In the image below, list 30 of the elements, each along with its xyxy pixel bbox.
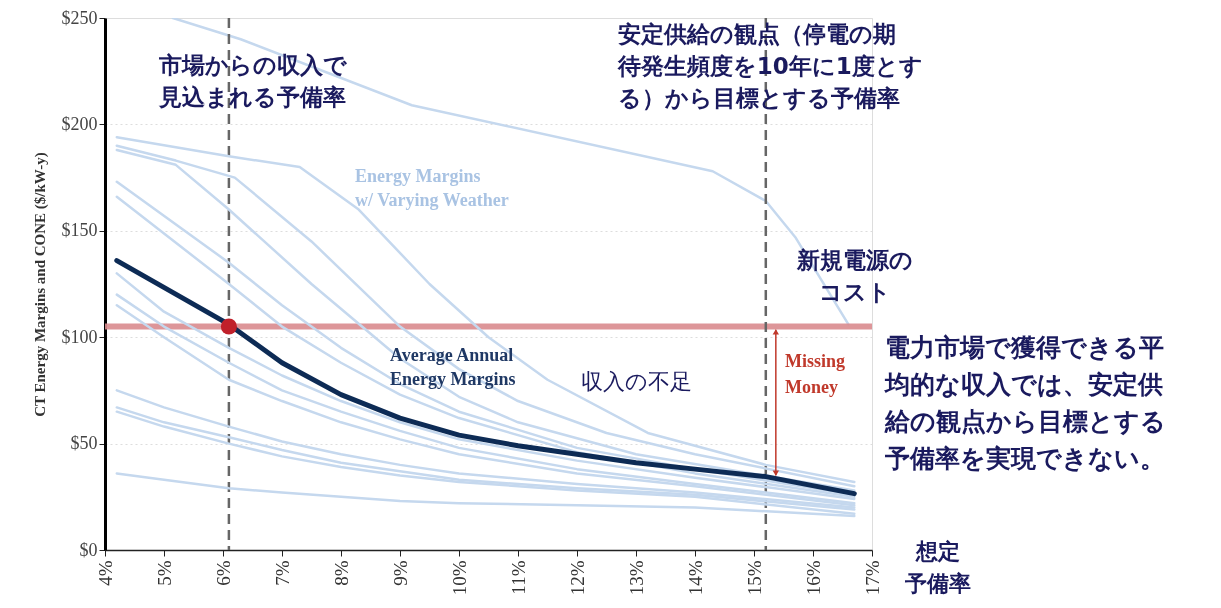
- x-tick-label: 10%: [448, 560, 470, 596]
- y-axis-title: CT Energy Margins and CONE ($/kW-y): [31, 152, 49, 417]
- ref-line-label: 新規電源のコスト: [796, 247, 913, 305]
- x-tick-label: 6%: [212, 560, 234, 586]
- y-tick-label: $100: [61, 326, 98, 347]
- y-tick-label: $200: [61, 113, 98, 134]
- x-tick-label: 14%: [684, 560, 706, 596]
- x-tick-label: 13%: [625, 560, 647, 596]
- ref-line-label: 安定供給の観点（停電の期待発生頻度を10年に1度とする）から目標とする予備率: [616, 21, 923, 111]
- annotation: Energy Margins w/ Varying Weather: [355, 166, 509, 210]
- series-label: Average Annual Energy Margins: [390, 345, 516, 390]
- text: 電力市場で獲得できる平均的な収入では、安定供給の観点から目標とする予備率を実現できない。: [883, 333, 1166, 473]
- x-axis-title: 想定予備率: [904, 539, 971, 596]
- x-tick-label: 4%: [94, 560, 116, 586]
- y-tick-label: $150: [61, 220, 98, 241]
- annotation: Missing Money: [785, 351, 846, 397]
- y-tick-label: $50: [70, 433, 98, 454]
- x-tick-label: 12%: [566, 560, 588, 596]
- annotation: 収入の不足: [581, 369, 692, 394]
- x-tick-label: 7%: [271, 560, 293, 586]
- x-tick-label: 15%: [743, 560, 765, 596]
- x-tick-label: 16%: [802, 560, 824, 596]
- x-tick-label: 9%: [389, 560, 411, 586]
- ref-line-label: 市場からの収入で見込まれる予備率: [157, 52, 347, 110]
- x-tick-label: 8%: [330, 560, 352, 586]
- y-tick-label: $250: [61, 7, 98, 28]
- y-tick-label: $0: [79, 539, 98, 560]
- x-tick-label: 11%: [507, 560, 529, 595]
- x-tick-label: 5%: [153, 560, 175, 586]
- x-tick-label: 17%: [861, 560, 883, 596]
